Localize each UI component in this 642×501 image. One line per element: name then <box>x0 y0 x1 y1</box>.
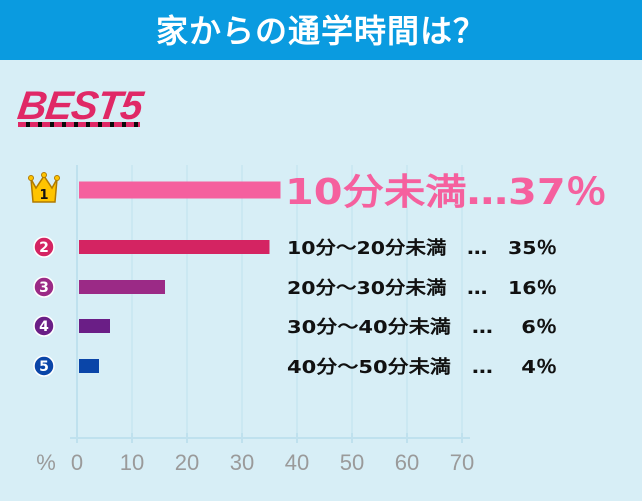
x-axis-label: % <box>36 450 56 475</box>
rank-badge <box>33 236 55 258</box>
badge-underline <box>18 122 140 127</box>
crown-jewel <box>28 175 34 181</box>
rank-badge <box>33 355 55 377</box>
rank-number: 2 <box>39 240 49 256</box>
bar <box>79 280 165 294</box>
x-tick-label: 60 <box>395 450 419 475</box>
rank-number: 4 <box>39 319 49 335</box>
crown-icon: 1 <box>28 172 60 203</box>
rank-number: 5 <box>39 359 49 375</box>
bar <box>79 240 270 254</box>
x-tick-label: 70 <box>450 450 474 475</box>
x-tick-label: 40 <box>285 450 309 475</box>
bar <box>79 359 99 373</box>
x-tick-label: 0 <box>71 450 83 475</box>
data-label: 30分～40分未満 … 6％ <box>287 316 557 338</box>
x-tick-label: 30 <box>230 450 254 475</box>
bar <box>79 319 110 333</box>
data-label: 40分～50分未満 … 4％ <box>287 356 557 378</box>
data-label: 10分～20分未満 … 35％ <box>287 237 557 259</box>
rank-number: 1 <box>39 188 48 203</box>
crown-shape <box>30 174 58 203</box>
header-bar: 家からの通学時間は？ <box>0 0 642 60</box>
rank-badge <box>33 315 55 337</box>
page-title: 家からの通学時間は？ <box>155 12 486 50</box>
rank-badge <box>33 276 55 298</box>
crown-jewel <box>41 172 47 178</box>
data-label: 10分未満…37％ <box>285 172 607 213</box>
x-tick-label: 20 <box>175 450 199 475</box>
crown-jewel <box>54 175 60 181</box>
rank-number: 3 <box>39 280 49 296</box>
x-tick-label: 10 <box>120 450 144 475</box>
x-tick-label: 50 <box>340 450 364 475</box>
bar <box>79 181 281 199</box>
data-label: 20分～30分未満 … 16％ <box>287 277 557 299</box>
